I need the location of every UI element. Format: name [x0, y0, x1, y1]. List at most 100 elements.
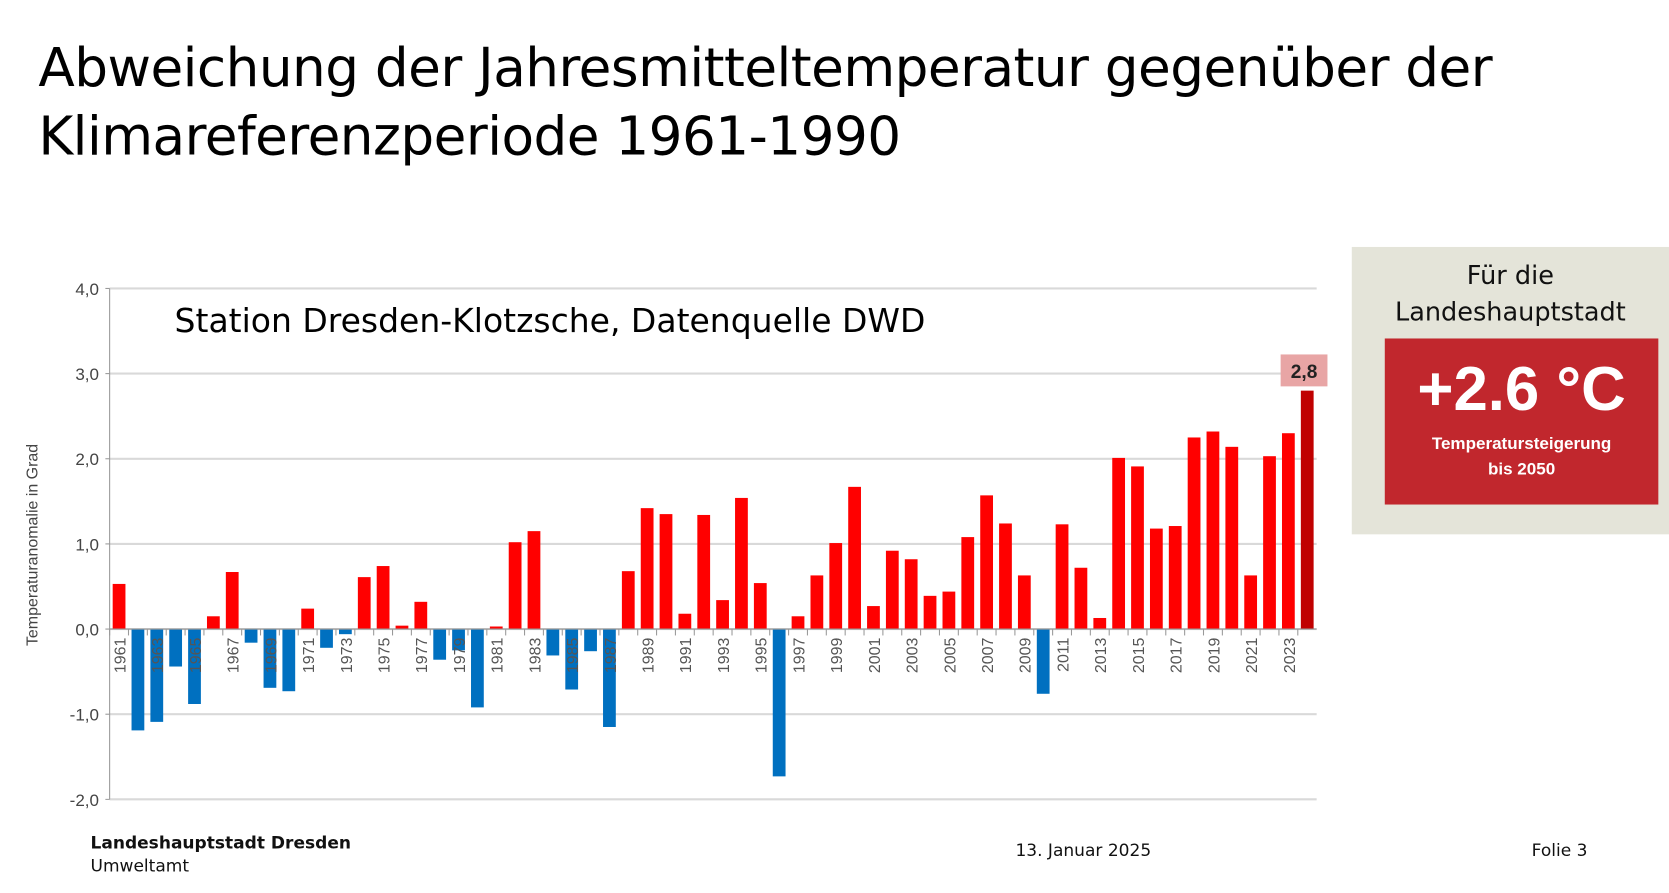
projection-value: +2.6 °C — [1417, 354, 1626, 424]
bar-1976 — [395, 625, 409, 630]
bar-1962 — [131, 629, 145, 731]
bar-1966 — [206, 616, 220, 630]
footer-slide-number: Folie 3 — [1531, 839, 1588, 861]
bar-1983 — [527, 531, 541, 630]
x-tick-label: 2013 — [1093, 637, 1110, 673]
bar-2011 — [1055, 524, 1069, 630]
bar-2020 — [1225, 446, 1239, 630]
bar-2005 — [942, 591, 956, 630]
bar-1968 — [244, 629, 258, 643]
bar-2008 — [999, 523, 1012, 630]
bar-1964 — [169, 629, 183, 667]
bar-1967 — [225, 572, 239, 630]
x-tick-label: 1985 — [565, 637, 582, 673]
bar-2015 — [1131, 466, 1144, 630]
bar-1990 — [659, 514, 673, 630]
bar-1982 — [508, 542, 522, 630]
bar-1987 — [603, 629, 616, 727]
panel-heading-line-1: Für die — [1466, 260, 1554, 291]
bar-1984 — [546, 629, 560, 656]
x-tick-label: 2005 — [942, 637, 959, 673]
x-tick-label: 2007 — [980, 637, 997, 673]
y-axis-label: Temperaturanomalie in Grad — [24, 444, 41, 646]
x-tick-label: 1991 — [678, 637, 695, 673]
y-tick-label: 2,0 — [75, 450, 99, 469]
x-tick-label: 1967 — [226, 637, 243, 673]
x-tick-label: 1979 — [452, 637, 469, 673]
x-tick-label: 2019 — [1206, 637, 1223, 673]
title-line-1: Abweichung der Jahresmitteltemperatur ge… — [38, 37, 1493, 99]
x-tick-label: 1969 — [263, 637, 280, 673]
x-tick-label: 1983 — [527, 637, 544, 673]
x-tick-label: 1995 — [754, 637, 771, 673]
bar-2010 — [1036, 629, 1050, 694]
bar-1981 — [489, 626, 503, 630]
bar-1979 — [452, 629, 465, 651]
bar-1992 — [697, 514, 711, 630]
bar-1994 — [735, 497, 748, 630]
x-tick-label: 2011 — [1055, 637, 1072, 671]
bar-1977 — [414, 601, 428, 630]
bar-2003 — [904, 559, 918, 630]
bar-1975 — [376, 566, 390, 630]
bar-1986 — [584, 629, 597, 652]
bar-1985 — [565, 629, 579, 690]
bar-2002 — [885, 550, 899, 630]
bar-2007 — [980, 495, 994, 630]
x-tick-label: 1987 — [603, 637, 620, 673]
panel-heading: Für die Landeshauptstadt — [1352, 258, 1669, 330]
bar-2006 — [961, 537, 975, 630]
x-tick-label: 1963 — [150, 637, 167, 673]
y-tick-label: -2,0 — [70, 791, 99, 810]
projection-panel: Für die Landeshauptstadt +2.6 °C Tempera… — [1351, 246, 1669, 535]
bar-1972 — [320, 629, 333, 648]
x-tick-label: 2015 — [1131, 637, 1148, 673]
title-line-2: Klimareferenzperiode 1961-1990 — [38, 105, 901, 168]
bar-2022 — [1263, 456, 1276, 630]
bar-2004 — [923, 595, 937, 630]
bar-2000 — [848, 486, 861, 630]
x-tick-label: 1977 — [414, 637, 431, 673]
bar-2024 — [1300, 390, 1314, 630]
slide-title: Abweichung der Jahresmitteltemperatur ge… — [38, 34, 1492, 170]
x-tick-label: 2001 — [867, 637, 884, 673]
projection-caption: Temperatursteigerung bis 2050 — [1385, 432, 1659, 483]
x-tick-label: 1981 — [490, 637, 507, 673]
footer-date: 13. Januar 2025 — [1015, 839, 1152, 861]
y-tick-label: 1,0 — [75, 535, 99, 554]
x-tick-label: 1971 — [301, 637, 318, 673]
y-tick-label: 4,0 — [75, 280, 99, 299]
bar-2021 — [1244, 575, 1258, 630]
footer-org: Landeshauptstadt Dresden — [90, 832, 352, 853]
bar-1969 — [263, 629, 277, 688]
bar-2001 — [867, 606, 880, 630]
bar-2019 — [1206, 431, 1220, 630]
y-tick-label: 3,0 — [75, 365, 99, 384]
bar-1961 — [112, 583, 126, 630]
bar-1974 — [357, 577, 371, 630]
bar-1963 — [150, 629, 164, 722]
bar-1999 — [829, 543, 843, 630]
x-tick-label: 1961 — [112, 637, 129, 673]
anomaly-bar-chart: -2,0 -1,0 0,0 1,0 2,0 3,0 4,0 1961 1963 1965 1967 1… — [24, 280, 1328, 810]
bar-1988 — [621, 571, 635, 630]
caption-line-2: bis 2050 — [1487, 460, 1556, 479]
bar-2018 — [1187, 437, 1201, 630]
x-tick-label: 2009 — [1018, 637, 1035, 673]
x-tick-label: 1975 — [376, 637, 393, 673]
bar-2012 — [1074, 567, 1088, 630]
bar-1978 — [433, 629, 447, 660]
panel-heading-line-2: Landeshauptstadt — [1394, 296, 1626, 327]
bar-2017 — [1168, 526, 1182, 630]
bar-1973 — [338, 629, 352, 635]
bar-1993 — [716, 600, 729, 630]
bar-1965 — [188, 629, 201, 704]
bar-2013 — [1093, 617, 1107, 630]
bar-1996 — [772, 629, 786, 777]
highlight-label: 2,8 — [1291, 362, 1318, 383]
bar-1989 — [640, 508, 654, 630]
x-tick-label: 1989 — [641, 637, 658, 673]
bar-2016 — [1149, 528, 1163, 630]
bar-1970 — [282, 629, 296, 692]
x-tick-label: 1965 — [188, 637, 205, 673]
